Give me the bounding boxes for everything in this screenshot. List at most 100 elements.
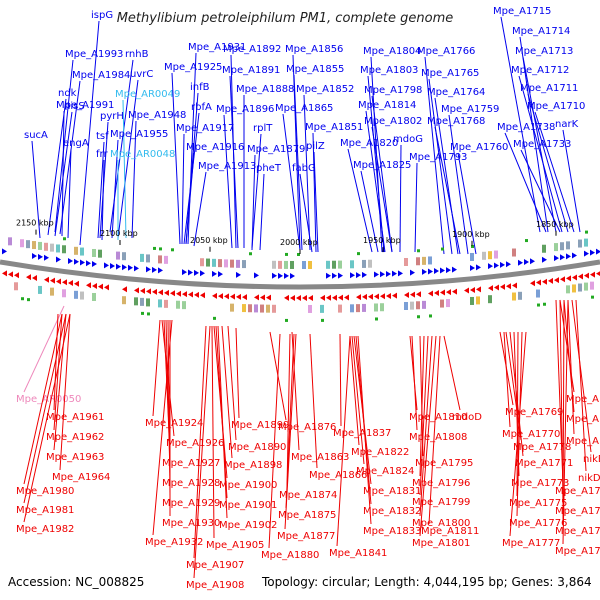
gene-leader-line (31, 140, 41, 239)
gene-leader-line (193, 171, 207, 247)
gene-label: Mpe_A1822 (351, 447, 409, 458)
reverse-cog-block (164, 299, 168, 308)
gene-label: uvrC (130, 69, 153, 80)
reverse-cog-block (374, 303, 378, 312)
forward-gene-arrow (530, 258, 535, 265)
gene-label: Mpe_A1961 (46, 412, 104, 423)
forward-gene-arrow (116, 263, 121, 270)
gene-label: Mpe_A1863 (291, 452, 349, 463)
gene-leader-line (23, 313, 63, 485)
gene-leader-line (221, 325, 233, 459)
forward-gene-arrow (284, 272, 289, 279)
reverse-gene-arrow (290, 294, 295, 301)
reverse-gene-arrow (194, 291, 199, 298)
gene-leader-line (47, 98, 67, 236)
reverse-cog-block (158, 299, 162, 308)
forward-gene-arrow (398, 270, 403, 277)
gene-leader-line (339, 333, 342, 427)
forward-gene-arrow (68, 258, 73, 265)
gene-leader-line (23, 313, 71, 523)
reverse-gene-arrow (68, 280, 73, 287)
forward-cog-block (92, 248, 96, 257)
gene-label: Mpe_A1980 (16, 486, 74, 497)
forward-gene-arrow (494, 262, 499, 269)
forward-cog-block (20, 239, 24, 248)
reverse-gene-arrow (146, 288, 151, 295)
forward-cog-block (224, 259, 228, 268)
inner-marker (285, 318, 288, 322)
gene-leader-line (562, 299, 569, 545)
gene-label: Mpe_A1776 (509, 518, 567, 529)
forward-gene-arrow (212, 270, 217, 277)
gene-leader-line (268, 333, 281, 549)
gene-leader-line (518, 75, 563, 233)
gene-label: Mpe_A1865 (275, 103, 333, 114)
gene-label: Mpe_A1711 (520, 83, 578, 94)
forward-gene-arrow (476, 264, 481, 271)
map-title: Methylibium petroleiphilum PM1, complete… (117, 11, 454, 26)
forward-gene-arrow (554, 255, 559, 262)
forward-gene-arrow (584, 250, 589, 257)
forward-cog-block (416, 257, 420, 266)
forward-gene-arrow (440, 267, 445, 274)
gene-label: ndk (58, 88, 77, 99)
gene-label: Mpe_A1852 (296, 84, 354, 95)
reverse-cog-block (134, 297, 138, 306)
gene-leader-line (217, 325, 228, 519)
gene-leader-line (562, 129, 581, 233)
gene-label: Mpe_A1777 (502, 538, 560, 549)
gene-label: Mpe_A1831 (363, 486, 421, 497)
gene-label: Mpe_A1892 (223, 44, 281, 55)
reverse-gene-arrow (506, 283, 511, 290)
inner-marker (213, 316, 216, 320)
gene-label: Mpe_A1764 (427, 87, 485, 98)
gene-leader-line (527, 93, 569, 233)
inner-marker (375, 317, 378, 321)
forward-gene-arrow (500, 261, 505, 268)
gene-label: Mpe_A1770 (502, 429, 560, 440)
scale-ticks: 2150 kbp 2100 kbp 2050 kbp 2000 kbp 1950 kbp… (16, 219, 574, 254)
scale-tick-label: 2150 kbp (16, 219, 54, 228)
reverse-gene-arrow (92, 282, 97, 289)
gene-leader-line (428, 335, 441, 525)
forward-gene-arrow (218, 271, 223, 278)
gene-label: Mpe_A1851 (305, 122, 363, 133)
gene-label: Mpe_A1876 (278, 422, 336, 433)
gene-label: Mpe_A1856 (285, 44, 343, 55)
outer-marker (153, 246, 156, 250)
gene-label: Mpe_A1715 (493, 6, 551, 17)
outer-marker (471, 244, 474, 248)
gene-label: Mpe_A1981 (16, 505, 74, 516)
gene-label: narK (555, 119, 579, 130)
reverse-gene-arrow (296, 294, 301, 301)
forward-cog-block (332, 260, 336, 269)
reverse-gene-arrow (440, 289, 445, 296)
gene-leader-line (161, 319, 175, 437)
gene-label: Mpe_A1837 (333, 428, 391, 439)
gene-label: Mpe_A1948 (128, 110, 186, 121)
gene-label: rplT (253, 123, 273, 134)
gene-leader-line (419, 335, 425, 477)
inner-marker (537, 303, 540, 307)
forward-cog-block (326, 260, 330, 269)
forward-gene-arrow (200, 270, 205, 277)
reverse-gene-arrow (212, 292, 217, 299)
gene-label: Mpe_A1993 (65, 49, 123, 60)
gene-leader-line (101, 159, 105, 241)
reverse-gene-arrow (320, 294, 325, 301)
scale-tick-label: 1950 kbp (363, 236, 401, 245)
forward-gene-arrow (86, 260, 91, 267)
gene-label: frr (96, 149, 108, 160)
forward-gene-arrow (158, 267, 163, 274)
reverse-gene-arrow (74, 280, 79, 287)
forward-cog-block (140, 253, 144, 262)
gene-leader-line (284, 333, 297, 530)
reverse-gene-arrow (62, 279, 67, 286)
forward-gene-arrow (542, 256, 547, 263)
reverse-gene-arrow (356, 294, 361, 301)
gene-leader-line (559, 299, 564, 505)
reverse-gene-arrow (500, 283, 505, 290)
reverse-cog-block (14, 282, 18, 291)
gene-label: Mpe_A1759 (441, 104, 499, 115)
gene-leader-line (312, 132, 317, 253)
